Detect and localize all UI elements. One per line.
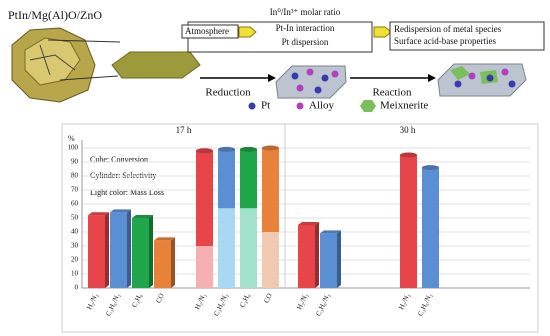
y-tick-label: 70: [71, 186, 79, 194]
y-tick-label: 0: [75, 284, 79, 292]
x-tick-label: CO: [262, 292, 273, 304]
x-tick-label: C₃H₆/N₂: [314, 292, 332, 318]
plot: 0 10 20 30 40 50 60 70 80 90 100 17 h H₂/N₂ C₃H₆/N₂ C₃…: [68, 124, 530, 318]
x-tick-label: C₃H₆/N₂: [416, 292, 434, 318]
x-tick-label: C₃H₆/N₂: [104, 292, 122, 318]
bar-top: [240, 146, 257, 152]
chart-frame: [61, 123, 539, 333]
y-tick-label: 10: [71, 270, 79, 278]
bar-top: [88, 212, 109, 216]
bar-top: [132, 215, 153, 218]
arrow: [373, 26, 392, 38]
outcome: Surface acid-base properties: [394, 36, 496, 46]
x-tick-label: CO: [154, 292, 165, 304]
bar: [88, 215, 105, 288]
bar-top: [196, 148, 213, 154]
catalyst-particle: [11, 27, 121, 103]
legend-alloy: [296, 102, 304, 110]
bar: [298, 225, 315, 288]
x-tick-label: H₂/N₂: [85, 292, 100, 311]
arrow: [268, 74, 276, 82]
mass-loss-bar: [196, 246, 213, 288]
bar-top: [154, 237, 175, 241]
bar-top: [400, 152, 417, 158]
x-tick-label: H₂/N₂: [193, 292, 208, 311]
particles: [291, 68, 339, 94]
bar-side: [171, 237, 175, 288]
bar: [400, 155, 417, 288]
annotation: Light color: Mass Loss: [90, 188, 164, 197]
effect: Pt dispersion: [282, 37, 329, 47]
bar-top: [320, 230, 341, 234]
legend-meixnerite: [360, 100, 376, 112]
effect: In⁰/In³⁺ molar ratio: [270, 7, 341, 17]
bar-side: [149, 215, 153, 288]
y-tick-label: 30: [71, 242, 79, 250]
x-tick-label: H₂/N₂: [397, 292, 412, 311]
y-tick-label: 40: [71, 228, 79, 236]
y-tick-label: 90: [71, 158, 79, 166]
panel-title: 30 h: [400, 125, 416, 135]
bar-side: [105, 212, 109, 288]
annotation: Cube: Conversion: [90, 155, 148, 164]
annotation: Cylinder: Selectivity: [90, 171, 156, 180]
bar-side: [127, 209, 131, 288]
bar-top: [298, 222, 319, 225]
x-tick-label: C₃H₆/N₂: [212, 292, 230, 318]
catalyst-name: PtIn/Mg(Al)O/ZnO: [8, 8, 102, 22]
legend-label: Meixnerite: [380, 100, 428, 112]
particles: [450, 66, 516, 88]
x-tick-label: C₃H₆: [130, 292, 144, 309]
legend-label: Pt: [261, 100, 270, 112]
x-tick-label: H₂/N₂: [295, 292, 310, 311]
mass-loss-bar: [262, 232, 279, 288]
y-axis-label: %: [68, 134, 75, 143]
outcomes-box: [389, 21, 545, 51]
atmosphere-box: [181, 24, 239, 39]
outcome: Redispersion of metal species: [394, 24, 502, 34]
y-tick-label: 80: [71, 172, 79, 180]
arrow: [238, 26, 257, 38]
bar: [132, 218, 149, 288]
bar: [320, 233, 337, 288]
bar-top: [218, 146, 235, 152]
bar: [154, 240, 171, 288]
support-hexagon: [111, 51, 201, 79]
y-tick-label: 60: [71, 200, 79, 208]
panel-title: 17 h: [176, 125, 192, 135]
effect: Pt-In interaction: [276, 23, 335, 33]
bar-side: [337, 230, 341, 288]
bar-top: [110, 209, 131, 213]
bar-top: [422, 165, 439, 171]
legend-pt: [248, 102, 256, 110]
y-tick-label: 100: [68, 144, 79, 152]
atmosphere-label: Atmosphere: [185, 26, 229, 36]
y-tick-label: 20: [71, 256, 79, 264]
legend-label: Alloy: [309, 100, 335, 112]
y-tick-label: 50: [71, 214, 79, 222]
bar-top: [262, 145, 279, 151]
bar-side: [315, 222, 319, 288]
step-label: Reduction: [205, 87, 251, 99]
bar: [110, 212, 127, 288]
mass-loss-bar: [218, 208, 235, 288]
x-tick-label: C₃H₆: [238, 292, 252, 309]
step-label: Reaction: [372, 87, 412, 99]
arrow: [428, 74, 436, 82]
mass-loss-bar: [240, 208, 257, 288]
bar: [422, 167, 439, 288]
